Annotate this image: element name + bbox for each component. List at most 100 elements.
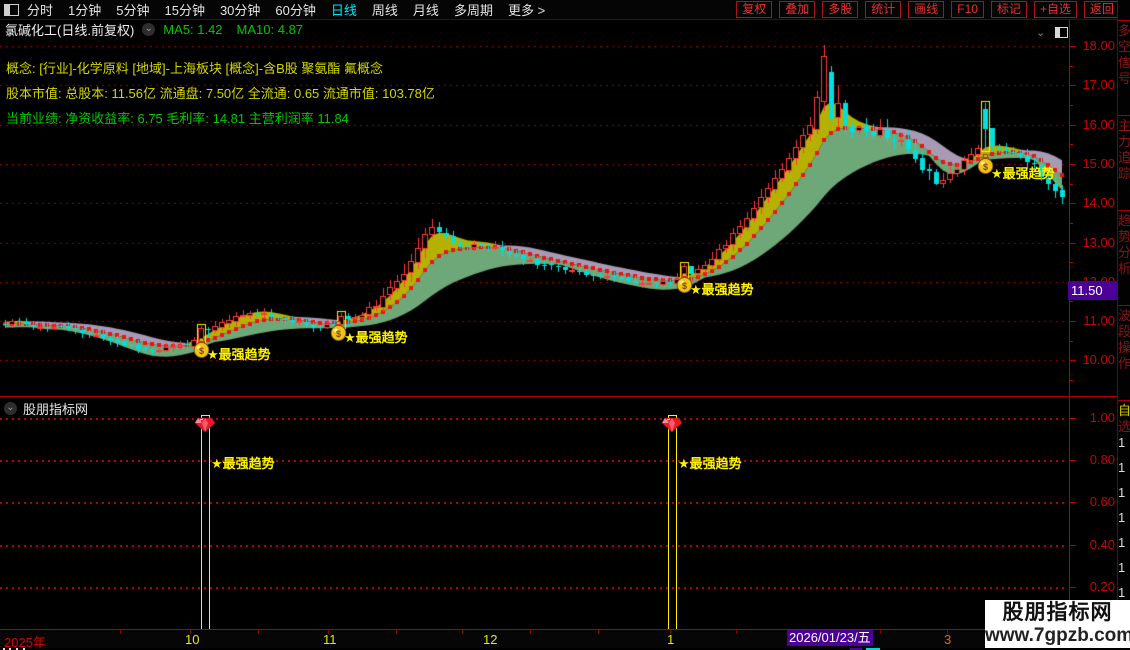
strip-section[interactable]: 趋势分析 — [1118, 210, 1130, 305]
indicator-bar[interactable] — [668, 415, 677, 630]
strip-char: 主 — [1118, 118, 1130, 133]
indicator-panel[interactable]: ⌄ 股朋指标网 ★最强趋势 ★最强趋势 — [0, 397, 1069, 630]
clipped-popup-fragment — [850, 648, 862, 650]
toolbar-button-画线[interactable]: 画线 — [908, 1, 945, 18]
price-tick — [1070, 85, 1076, 87]
indicator-gridline — [0, 460, 1066, 462]
panel-separator — [0, 396, 1117, 397]
toolbar-button-多股[interactable]: 多股 — [822, 1, 859, 18]
pane-maximize-icon[interactable] — [1055, 27, 1069, 38]
toolbar-button-F10[interactable]: F10 — [951, 1, 984, 18]
strip-digit: 1 — [1118, 535, 1126, 550]
diamond-gem-icon — [661, 417, 683, 436]
price-tick — [1070, 321, 1076, 323]
strip-digit: 1 — [1118, 585, 1126, 600]
strip-char: 踪 — [1118, 166, 1130, 181]
indicator-axis-label: 0.60 — [1089, 494, 1115, 510]
menu-item-5分钟[interactable]: 5分钟 — [116, 3, 150, 18]
date-label: 3 — [944, 632, 952, 647]
chart-title-row: 氯碱化工(日线.前复权) ⌄ MA5: 1.42 MA10: 4.87 — [0, 20, 1069, 38]
clipped-status-row — [0, 648, 1130, 650]
menu-item-更多 >[interactable]: 更多 > — [507, 3, 546, 18]
toolbar-button-标记[interactable]: 标记 — [990, 1, 1027, 18]
indicator-tick — [1070, 586, 1076, 588]
menu-item-30分钟[interactable]: 30分钟 — [219, 3, 261, 18]
capital-info: 股本市值: 总股本: 11.56亿 流通盘: 7.50亿 全流通: 0.65 流… — [6, 86, 435, 101]
date-tick — [530, 630, 531, 634]
signal-label: ★最强趋势 — [690, 282, 754, 297]
signal-label: ★最强趋势 — [344, 330, 408, 345]
chevron-down-icon[interactable]: ⌄ — [142, 22, 156, 36]
ma10-value: MA10: 4.87 — [236, 21, 304, 37]
clipped-text-fragment — [9, 648, 11, 650]
money-bag-icon: $ — [329, 320, 348, 344]
chevron-down-icon[interactable]: ⌄ — [4, 402, 17, 415]
indicator-tick — [1070, 502, 1076, 504]
toolbar-button-+自选[interactable]: +自选 — [1033, 1, 1077, 18]
menu-item-日线[interactable]: 日线 — [330, 3, 357, 18]
strip-bottom-tab[interactable]: 自选 — [1118, 400, 1130, 435]
money-bag-icon: $ — [675, 272, 694, 296]
date-label: 12 — [483, 632, 498, 647]
svg-text:$: $ — [983, 162, 988, 172]
toolbar-button-统计[interactable]: 统计 — [865, 1, 902, 18]
date-tick — [736, 630, 737, 634]
date-label: 10 — [185, 632, 200, 647]
clipped-popup-fragment — [866, 648, 880, 650]
indicator-header: ⌄ 股朋指标网 — [4, 399, 88, 418]
window-layout-icon[interactable] — [4, 3, 19, 16]
menu-item-月线[interactable]: 月线 — [412, 3, 439, 18]
price-axis-label: 10.00 — [1082, 352, 1115, 368]
signal-label: ★最强趋势 — [678, 456, 742, 471]
strip-section[interactable]: 主力追踪 — [1118, 115, 1130, 210]
strip-top-pad — [1118, 0, 1130, 20]
menu-item-周线[interactable]: 周线 — [371, 3, 398, 18]
price-tick-minor — [1070, 301, 1073, 303]
strip-section[interactable]: 多空信号 — [1118, 20, 1130, 115]
menu-item-多周期[interactable]: 多周期 — [453, 3, 493, 18]
strip-char: 号 — [1118, 71, 1130, 86]
price-axis-line — [1069, 20, 1070, 647]
svg-text:$: $ — [336, 329, 341, 339]
clipped-text-fragment — [3, 648, 5, 650]
toolbar-button-叠加[interactable]: 叠加 — [779, 1, 816, 18]
date-tick — [598, 630, 599, 634]
price-axis-label: 15.00 — [1082, 155, 1115, 171]
indicator-bar[interactable] — [201, 415, 210, 630]
strip-digit: 1 — [1118, 485, 1126, 500]
signal-label: ★最强趋势 — [207, 347, 271, 362]
strip-char: 操 — [1118, 340, 1130, 355]
menu-item-15分钟[interactable]: 15分钟 — [164, 3, 205, 18]
price-tick — [1070, 124, 1076, 126]
svg-text:$: $ — [682, 281, 687, 291]
strip-char: 趋 — [1118, 213, 1130, 228]
strip-char: 段 — [1118, 324, 1130, 339]
watermark-badge: 股朋指标网 www.7gpzb.com — [985, 600, 1130, 648]
toolbar-button-返回[interactable]: 返回 — [1083, 1, 1120, 18]
clipped-text-fragment — [23, 648, 25, 650]
date-axis[interactable]: 2025年 10 11 12 1 3 2026/01/23/五 — [0, 629, 1117, 650]
menu-item-1分钟[interactable]: 1分钟 — [68, 3, 102, 18]
price-tick-minor — [1070, 183, 1073, 185]
strip-section[interactable]: 波段操作 — [1118, 305, 1130, 400]
strip-char: 选 — [1118, 419, 1130, 434]
indicator-axis-label: 1.00 — [1089, 410, 1115, 425]
strip-char: 追 — [1118, 150, 1130, 165]
price-axis-label: 18.00 — [1082, 38, 1115, 53]
indicator-tick — [1070, 460, 1076, 462]
candlestick-chart[interactable] — [0, 38, 1069, 397]
menu-item-60分钟[interactable]: 60分钟 — [275, 3, 316, 18]
pane-collapse-icon[interactable]: ⌄ — [1036, 27, 1046, 39]
toolbar-button-复权[interactable]: 复权 — [736, 1, 773, 18]
indicator-gridline — [0, 502, 1066, 504]
price-tick — [1070, 46, 1076, 47]
date-tick — [670, 630, 671, 634]
clipped-text-fragment — [16, 648, 18, 650]
signal-label: ★最强趋势 — [211, 456, 275, 471]
price-tick-minor — [1070, 380, 1073, 381]
price-tick-minor — [1070, 222, 1073, 224]
strip-digit: 1 — [1118, 460, 1126, 475]
menu-item-分时[interactable]: 分时 — [27, 3, 54, 18]
